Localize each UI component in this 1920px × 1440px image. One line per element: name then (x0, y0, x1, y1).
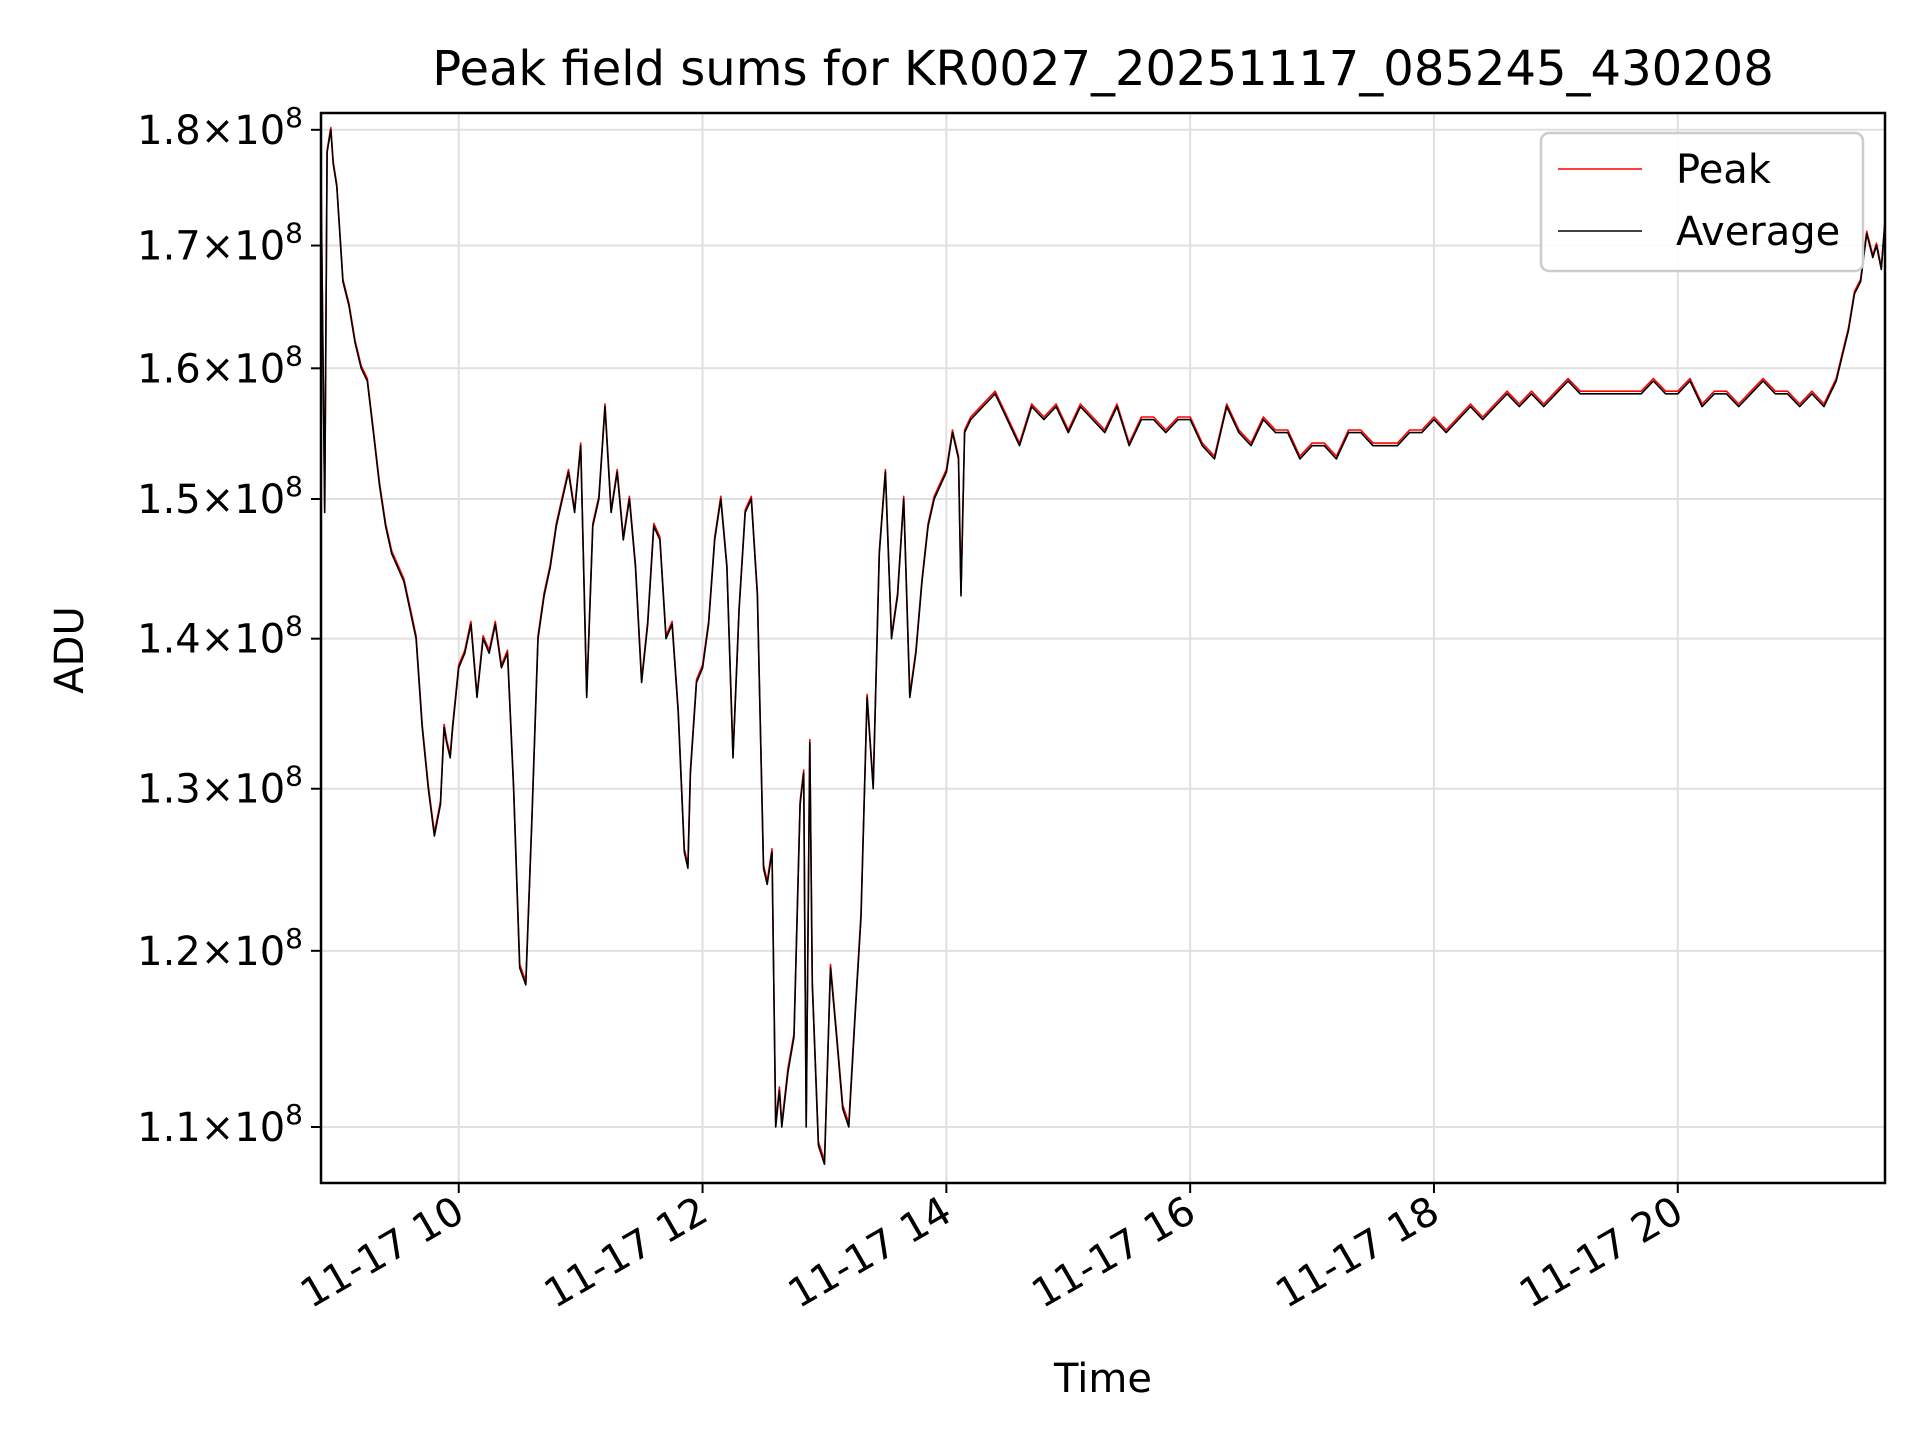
y-tick-label: 1.7×108 (137, 217, 303, 270)
y-axis: 1.1×108 1.2×108 1.3×108 1.4×108 1.5×108 1.6×1… (137, 101, 321, 1151)
chart-title: Peak field sums for KR0027_20251117_0852… (432, 41, 1774, 97)
plot-frame (319, 111, 1887, 1185)
legend-box (1539, 131, 1865, 273)
y-tick-label: 1.6×108 (137, 339, 303, 392)
y-axis-label: ADU (47, 606, 93, 693)
series-line-peak (321, 126, 1885, 1162)
series-line-average (321, 129, 1885, 1165)
series-layer (321, 126, 1885, 1165)
grid (321, 113, 1885, 1183)
x-axis-label: Time (1053, 1356, 1152, 1402)
y-tick-label: 1.5×108 (137, 470, 303, 523)
y-tick-label: 1.3×108 (137, 760, 303, 813)
y-tick-label: 1.2×108 (137, 922, 303, 975)
legend-label-average: Average (1676, 209, 1840, 255)
legend-label-peak: Peak (1676, 147, 1772, 193)
y-tick-label: 1.1×108 (137, 1098, 303, 1151)
y-tick-label: 1.8×108 (137, 101, 303, 154)
legend: Peak Average (1539, 131, 1865, 273)
y-tick-label: 1.4×108 (137, 610, 303, 663)
